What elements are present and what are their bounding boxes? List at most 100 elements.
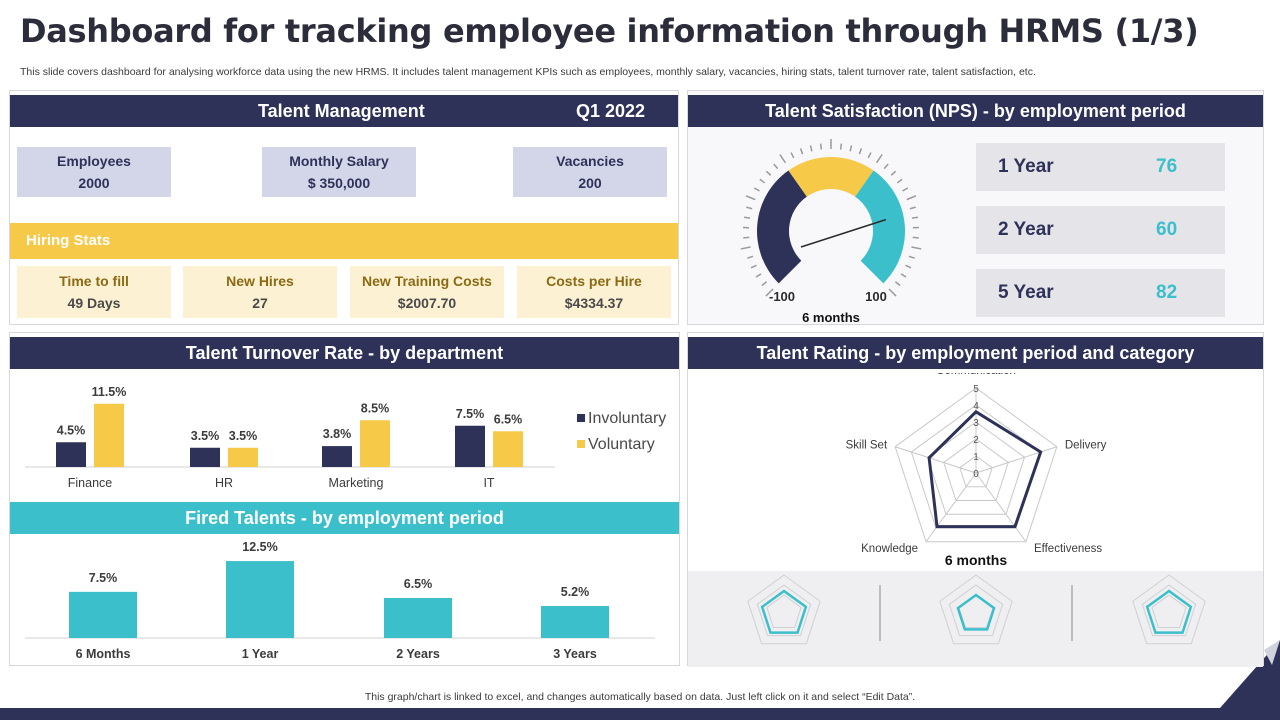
gauge-segment-low [757,170,807,284]
gauge-tick [875,154,883,164]
kpi-vacancies: Vacancies 200 [513,147,667,197]
radar-spoke [925,472,977,543]
turnover-data-label: 3.8% [323,427,352,441]
thumb-grid-ring [948,584,1004,637]
gauge-tick [905,264,912,269]
hiring-new-hires: New Hires 27 [183,266,337,318]
gauge-tick [911,216,919,219]
kpi-label: Monthly Salary [289,153,389,169]
turnover-category-label: Finance [68,476,113,490]
gauge-tick [908,255,915,259]
thumb-grid-ring [1141,584,1197,637]
legend-label: Voluntary [588,436,655,453]
fired-category-label: 2 Years [396,647,440,661]
radar-thumbnails [747,574,1206,645]
fired-category-label: 3 Years [553,647,597,661]
radar-grid-ring [894,387,1058,543]
turnover-bar [455,425,485,467]
turnover-data-label: 6.5% [494,412,523,426]
hiring-stats-bar: Hiring Stats [10,223,678,259]
gauge-tick [819,143,823,150]
fired-data-label: 5.2% [561,585,590,599]
nps-row-1-year: 1 Year 76 [976,143,1225,191]
gauge-tick [900,273,907,278]
nps-score: 76 [1156,156,1178,177]
hiring-time-to-fill: Time to fill 49 Days [17,266,171,318]
gauge-tick [839,143,843,150]
page-title: Dashboard for tracking employee informat… [20,12,1199,50]
gauge-tick [743,216,751,219]
hiring-value: 27 [252,295,268,311]
hiring-training-costs: New Training Costs $2007.70 [350,266,504,318]
turnover-bar [94,403,124,467]
fired-bar [541,606,609,638]
kpi-label: Vacancies [556,153,624,169]
radar-axis-label: Effectiveness [1034,543,1102,555]
gauge-needle [800,218,887,248]
kpi-monthly-salary: Monthly Salary $ 350,000 [262,147,416,197]
fired-data-label: 6.5% [404,577,433,591]
gauge-tick [890,170,897,176]
thumb-grid-ring [766,594,802,629]
turnover-header: Talent Turnover Rate - by department [10,337,679,369]
gauge-tick [896,178,903,184]
thumb-grid-ring [756,584,812,637]
fired-data-label: 12.5% [242,540,277,554]
hiring-label: New Hires [226,273,294,289]
radar-axis-label: Skill Set [846,440,888,452]
radar-caption: 6 months [945,552,1007,568]
nps-period-label: 5 Year [998,282,1054,303]
hiring-label: New Training Costs [362,273,492,289]
hiring-label: Costs per Hire [546,273,642,289]
talent-management-title: Talent Management [258,100,425,121]
kpi-label: Employees [57,153,131,169]
gauge-segment-high [855,170,905,284]
nps-gauge: -100 100 6 months [740,139,922,325]
turnover-chart: 4.5% 11.5% Finance 3.5% 3.5% HR 3.8% 8.5% Market… [25,385,666,490]
period-label: Q1 2022 [576,100,646,121]
radar-tick-label: 1 [973,452,979,463]
gauge-tick [809,145,813,152]
satisfaction-header: Talent Satisfaction (NPS) - by employmen… [688,95,1263,127]
hiring-value: 49 Days [67,295,121,311]
radar-series [927,409,1043,529]
gauge-tick [858,148,863,155]
hiring-cost-per-hire: Costs per Hire $4334.37 [517,266,671,318]
radar-thumbnails-strip [688,571,1263,667]
turnover-category-label: Marketing [329,476,384,490]
nps-row-2-year: 2 Year 60 [976,206,1225,254]
gauge-tick [883,163,889,170]
legend-swatch [577,440,585,448]
turnover-data-label: 3.5% [191,429,220,443]
decor-swoosh-bottom-right-accent [1264,640,1280,665]
satisfaction-panel: Talent Satisfaction (NPS) - by employmen… [687,90,1264,325]
nps-period-label: 2 Year [998,219,1054,240]
thumb-series [956,593,996,631]
radar-tick-label: 4 [973,401,979,412]
talent-management-header: Talent Management Q1 2022 [10,95,678,127]
gauge-tick [740,246,751,250]
turnover-category-label: IT [483,476,494,490]
kpi-value: 2000 [78,175,110,191]
turnover-bar [360,420,390,467]
fired-data-label: 7.5% [89,571,118,585]
rating-header: Talent Rating - by employment period and… [688,337,1263,369]
gauge-tick [745,195,756,201]
turnover-data-label: 7.5% [456,407,485,421]
fired-bar [69,591,137,638]
radar-axis-label: Knowledge [861,543,918,555]
gauge-tick [761,281,768,287]
turnover-data-label: 8.5% [361,401,390,415]
gauge-tick [746,206,753,210]
radar-tick-label: 2 [973,435,979,446]
turnover-data-label: 11.5% [92,385,127,399]
hiring-value: $4334.37 [564,295,624,311]
gauge-min-label: -100 [769,289,795,304]
legend-swatch [577,414,585,422]
thumb-grid-ring [939,574,1013,645]
hiring-stats-title: Hiring Stats [26,232,111,249]
radar-tick-label: 3 [973,418,979,429]
gauge-tick [902,187,909,192]
